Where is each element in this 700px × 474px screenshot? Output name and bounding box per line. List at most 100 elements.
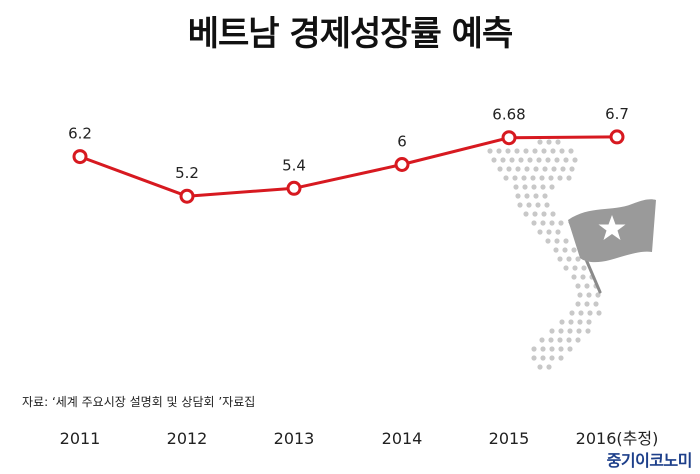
- map-dot: [530, 175, 536, 181]
- map-dot: [545, 157, 551, 163]
- chart-title: 베트남 경제성장률 예측: [187, 14, 513, 54]
- data-label: 6.68: [492, 106, 525, 124]
- map-dot: [584, 283, 590, 289]
- series-polyline: [79, 135, 618, 198]
- map-dot: [518, 157, 524, 163]
- map-dot: [569, 310, 575, 316]
- map-dot: [549, 184, 555, 190]
- data-label: 5.2: [175, 164, 199, 182]
- map-dot: [537, 229, 543, 235]
- map-dot: [581, 265, 587, 271]
- map-dot: [593, 301, 599, 307]
- map-dot: [567, 328, 573, 334]
- map-dot: [558, 220, 564, 226]
- data-point: [286, 180, 302, 196]
- map-dot: [524, 193, 530, 199]
- map-dot: [514, 148, 520, 154]
- map-dot: [541, 148, 547, 154]
- x-axis-ticks: 2011 2012 2013 2014 2015 2016(추정): [60, 429, 659, 448]
- map-dot: [557, 337, 563, 343]
- source-note: 자료: ‘세계 주요시장 설명회 및 상담회 ’자료집: [22, 395, 256, 409]
- map-dot: [531, 355, 537, 361]
- map-dot: [549, 355, 555, 361]
- map-dot: [567, 346, 573, 352]
- map-dot: [505, 148, 511, 154]
- data-label: 6.2: [68, 125, 92, 143]
- map-dot: [515, 166, 521, 172]
- map-dot: [562, 247, 568, 253]
- map-dot: [496, 148, 502, 154]
- map-dot: [546, 229, 552, 235]
- map-dot: [580, 274, 586, 280]
- map-dot: [523, 148, 529, 154]
- map-dot: [542, 166, 548, 172]
- map-dot: [531, 346, 537, 352]
- map-dot: [512, 175, 518, 181]
- data-label: 6.7: [605, 105, 629, 123]
- map-dot: [554, 238, 560, 244]
- map-dot: [515, 193, 521, 199]
- map-dot: [558, 346, 564, 352]
- map-dot: [558, 328, 564, 334]
- map-dot: [560, 166, 566, 172]
- map-dot: [577, 319, 583, 325]
- map-dot: [571, 247, 577, 253]
- series-line: [79, 135, 618, 198]
- map-dot: [585, 328, 591, 334]
- map-dot: [531, 220, 537, 226]
- map-dot: [586, 319, 592, 325]
- x-tick-label: 2012: [167, 429, 208, 448]
- map-dot: [569, 166, 575, 172]
- data-labels: 6.2 5.2 5.4 6 6.68 6.7: [68, 105, 629, 182]
- map-dot: [491, 157, 497, 163]
- x-tick-label: 2014: [382, 429, 423, 448]
- map-dot: [555, 229, 561, 235]
- star-icon: [598, 215, 626, 240]
- map-dot: [536, 157, 542, 163]
- map-dot: [548, 175, 554, 181]
- data-label: 5.4: [282, 156, 306, 174]
- map-dot: [553, 247, 559, 253]
- map-dot: [555, 139, 561, 145]
- map-dot: [586, 292, 592, 298]
- map-dot: [535, 202, 541, 208]
- data-label: 6: [397, 133, 407, 151]
- map-dot: [513, 184, 519, 190]
- vietnam-map-illustration: [487, 139, 602, 370]
- x-tick-label: 2011: [60, 429, 101, 448]
- map-dot: [532, 211, 538, 217]
- map-dot: [575, 283, 581, 289]
- map-dot: [571, 274, 577, 280]
- map-dot: [531, 184, 537, 190]
- data-point: [394, 157, 410, 172]
- map-dot: [500, 157, 506, 163]
- map-dot: [557, 256, 563, 262]
- map-dot: [549, 328, 555, 334]
- map-dot: [537, 139, 543, 145]
- map-dot: [578, 310, 584, 316]
- map-dot: [575, 337, 581, 343]
- map-dot: [550, 148, 556, 154]
- map-dot: [537, 364, 543, 370]
- map-dot: [558, 355, 564, 361]
- map-dot: [517, 202, 523, 208]
- map-dot: [584, 301, 590, 307]
- map-dot: [595, 292, 601, 298]
- data-point: [179, 188, 195, 204]
- map-dot: [551, 166, 557, 172]
- map-dot: [526, 202, 532, 208]
- map-dot: [546, 139, 552, 145]
- flag-illustration: [568, 199, 656, 294]
- map-dot: [572, 265, 578, 271]
- data-point: [501, 130, 517, 146]
- map-dot: [541, 211, 547, 217]
- map-dot: [563, 265, 569, 271]
- map-dot: [596, 310, 602, 316]
- map-dot: [550, 211, 556, 217]
- map-dot: [506, 166, 512, 172]
- map-dot: [527, 157, 533, 163]
- map-dot: [576, 328, 582, 334]
- map-dot: [587, 310, 593, 316]
- map-dot: [539, 337, 545, 343]
